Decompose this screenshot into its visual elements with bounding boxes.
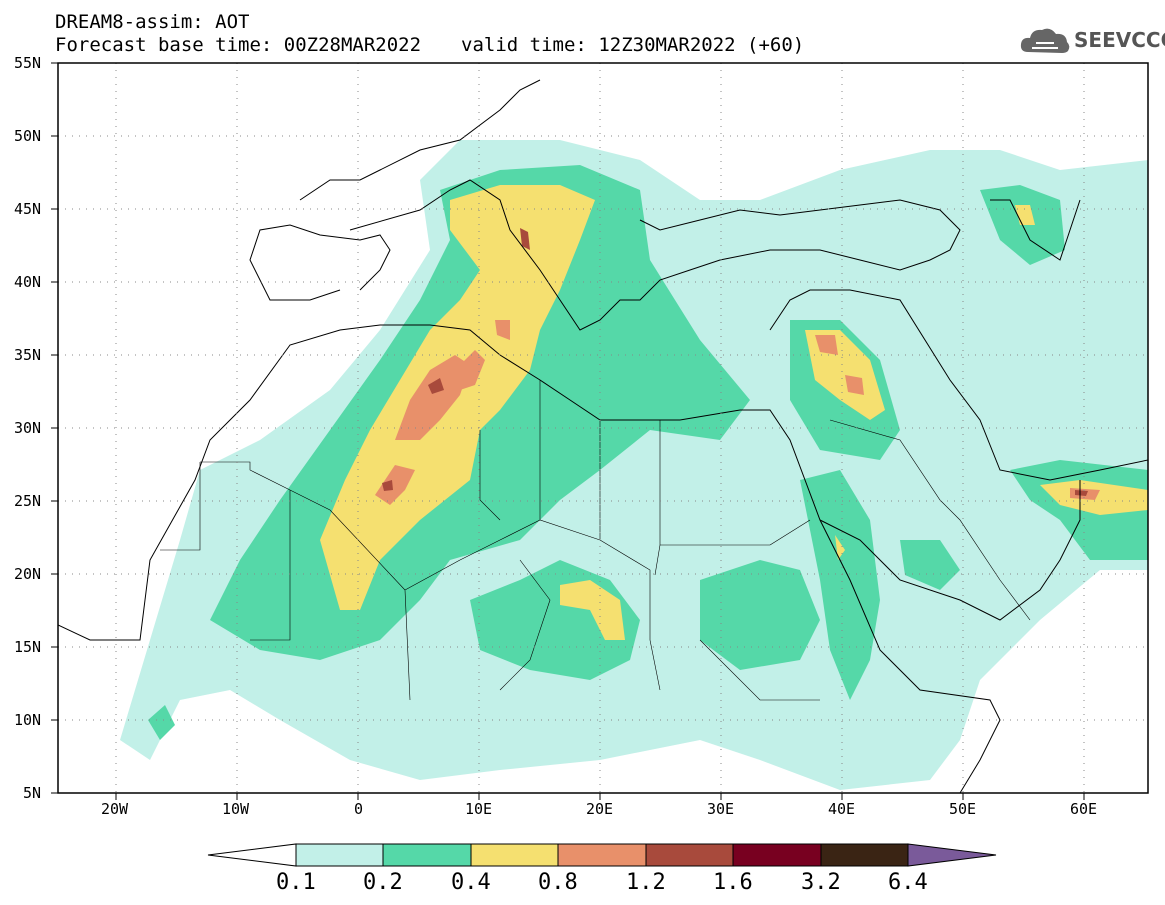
lat-label: 30N <box>14 419 42 437</box>
colorbar-low-arrow <box>207 843 297 867</box>
lon-label: 60E <box>1070 800 1098 818</box>
lon-label: 30E <box>707 800 735 818</box>
aot-field <box>120 140 1148 790</box>
colorbar-box-3 <box>470 843 559 867</box>
base-time: Forecast base time: 00Z28MAR2022 <box>55 34 422 56</box>
cloud-icon <box>1020 28 1070 53</box>
colorbar-box-5 <box>645 843 734 867</box>
colorbar-box-7 <box>820 843 909 867</box>
lat-label: 45N <box>14 200 42 218</box>
borders <box>160 380 1031 701</box>
valid-time: valid time: 12Z30MAR2022 (+60) <box>461 34 805 56</box>
colorbar-label: 0.4 <box>451 870 491 895</box>
colorbar-box-2 <box>382 843 472 867</box>
colorbar-high-arrow <box>907 843 997 867</box>
lat-label: 25N <box>14 492 42 510</box>
axis-ticks <box>51 62 1085 800</box>
lat-label: 35N <box>14 346 42 364</box>
lat-label: 15N <box>14 638 42 656</box>
colorbar-label: 0.8 <box>538 870 578 895</box>
lon-label: 10E <box>465 800 493 818</box>
colorbar-box-1 <box>295 843 384 867</box>
lon-label: 50E <box>949 800 977 818</box>
graticule <box>58 63 1148 793</box>
lon-label: 0 <box>354 800 364 818</box>
caspian-coast <box>990 199 1081 261</box>
lat-label: 10N <box>14 711 42 729</box>
coastlines <box>58 79 1148 793</box>
colorbar-box-6 <box>732 843 822 867</box>
time-info: Forecast base time: 00Z28MAR2022 valid ti… <box>55 35 804 55</box>
lat-label: 40N <box>14 273 42 291</box>
colorbar <box>207 843 997 867</box>
lon-label: 20W <box>101 800 129 818</box>
aot-level-1.2 <box>428 378 444 394</box>
coastline-europe <box>249 79 961 331</box>
colorbar-label: 1.2 <box>626 870 666 895</box>
lon-label: 20E <box>586 800 614 818</box>
colorbar-label: 3.2 <box>801 870 841 895</box>
coastline-africa <box>58 324 1001 793</box>
seevccc-logo: SEEVCCC <box>1018 22 1165 58</box>
lon-label: 10W <box>222 800 250 818</box>
coastline-asia <box>769 289 1148 621</box>
lat-label: 55N <box>14 54 42 72</box>
colorbar-label: 1.6 <box>713 870 753 895</box>
lat-label: 20N <box>14 565 42 583</box>
colorbar-label: 0.1 <box>276 870 316 895</box>
product-title: DREAM8-assim: AOT <box>55 11 250 33</box>
lat-label: 50N <box>14 127 42 145</box>
logo-text: SEEVCCC <box>1074 28 1165 52</box>
lon-label: 40E <box>828 800 856 818</box>
aot-level-0.8 <box>395 355 470 440</box>
lat-label: 5N <box>23 784 42 802</box>
colorbar-label: 6.4 <box>888 870 928 895</box>
colorbar-label: 0.2 <box>363 870 403 895</box>
colorbar-box-4 <box>557 843 647 867</box>
